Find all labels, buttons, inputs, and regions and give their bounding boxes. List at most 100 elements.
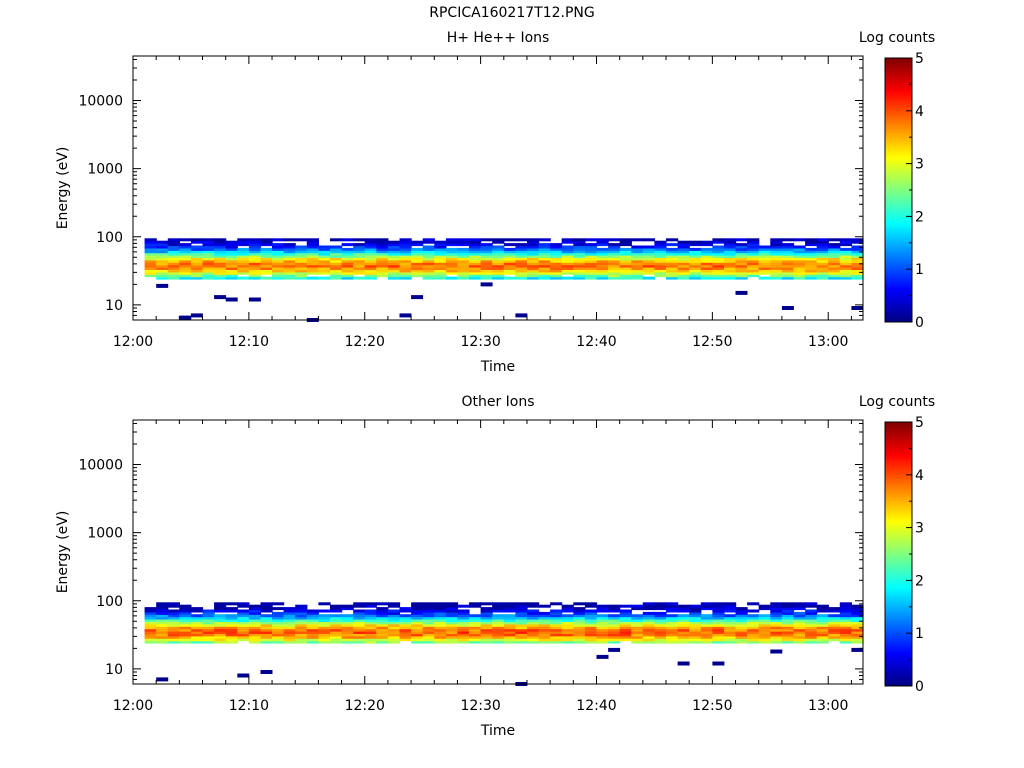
heatmap-cell <box>793 614 806 618</box>
heatmap-cell <box>445 614 459 618</box>
sparse-count-point <box>851 647 864 652</box>
heatmap-cell <box>781 619 795 622</box>
heatmap-cell <box>156 635 169 639</box>
heatmap-cell <box>457 628 470 632</box>
heatmap-cell <box>353 271 366 275</box>
colorbar-segment <box>885 148 912 151</box>
heatmap-cell <box>781 264 795 268</box>
heatmap-cell <box>295 623 308 627</box>
heatmap-cell <box>793 267 806 270</box>
heatmap-cell <box>214 619 227 622</box>
heatmap-cell <box>260 621 273 625</box>
heatmap-cell <box>608 621 621 625</box>
heatmap-cell <box>156 250 169 254</box>
heatmap-cell <box>492 250 505 254</box>
heatmap-cell <box>179 274 192 278</box>
heatmap-cell <box>202 626 215 630</box>
heatmap-cell <box>260 257 273 261</box>
heatmap-cell <box>260 238 273 242</box>
heatmap-cell <box>805 255 818 258</box>
colorbar-segment <box>885 106 912 110</box>
heatmap-cell <box>330 626 343 630</box>
heatmap-cell <box>480 631 493 634</box>
colorbar-segment <box>885 245 912 248</box>
heatmap-cell <box>805 250 818 254</box>
heatmap-cell <box>330 604 343 608</box>
colorbar-segment <box>885 681 912 685</box>
heatmap-cell <box>260 631 273 634</box>
heatmap-cell <box>330 245 343 249</box>
heatmap-cell <box>480 623 493 627</box>
heatmap-cell <box>689 262 702 266</box>
heatmap-cell <box>642 269 655 273</box>
heatmap-cell <box>642 276 655 280</box>
x-axis: 12:00 12:10 12:20 12:30 12:40 12:50 13:00 <box>113 420 852 714</box>
heatmap-cell <box>387 640 401 644</box>
heatmap-cell <box>596 638 609 642</box>
heatmap-cell <box>561 240 574 244</box>
heatmap-cell <box>724 619 737 622</box>
heatmap-cell <box>422 259 435 263</box>
heatmap-cell <box>515 276 528 280</box>
heatmap-cell <box>573 247 586 251</box>
heatmap-cell <box>781 255 795 258</box>
heatmap-cell <box>503 635 516 639</box>
heatmap-cell <box>573 269 586 273</box>
heatmap-cell <box>619 623 632 627</box>
heatmap-cell <box>399 614 412 618</box>
heatmap-cell <box>318 640 331 644</box>
heatmap-cell <box>399 276 412 280</box>
heatmap-cell <box>190 626 204 630</box>
heatmap-cell <box>538 621 551 625</box>
sparse-count-point <box>677 661 690 666</box>
heatmap-cell <box>179 623 192 627</box>
heatmap-cell <box>237 628 250 632</box>
heatmap-cell <box>376 243 389 247</box>
heatmap-cell <box>272 623 285 627</box>
heatmap-cell <box>399 262 412 266</box>
colorbar-segment <box>885 538 912 542</box>
heatmap-cell <box>758 264 771 268</box>
heatmap-cell <box>724 245 737 249</box>
heatmap-cell <box>666 257 679 261</box>
heatmap-cell <box>272 245 285 249</box>
heatmap-cell <box>712 247 725 251</box>
heatmap-cell <box>619 247 632 251</box>
heatmap-cell <box>851 611 864 615</box>
heatmap-cell <box>573 602 586 606</box>
heatmap-cell <box>306 619 319 622</box>
heatmap-cell <box>550 619 563 622</box>
heatmap-cell <box>306 240 319 244</box>
heatmap-cell <box>584 245 598 249</box>
heatmap-cell <box>596 621 609 625</box>
heatmap-cell <box>353 619 366 622</box>
heatmap-cell <box>561 619 574 622</box>
heatmap-cell <box>515 633 528 637</box>
heatmap-cell <box>156 240 169 244</box>
heatmap-cell <box>712 633 725 637</box>
heatmap-cell <box>469 240 482 244</box>
heatmap-cell <box>677 262 690 266</box>
heatmap-cell <box>237 269 250 273</box>
heatmap-cell <box>642 250 655 254</box>
heatmap-cell <box>167 267 180 270</box>
heatmap-cell <box>712 259 725 263</box>
heatmap-cell <box>492 626 505 630</box>
heatmap-cell <box>758 252 771 256</box>
heatmap-cell <box>318 247 331 251</box>
heatmap-cell <box>156 247 169 251</box>
heatmap-cell <box>272 276 285 280</box>
heatmap-cell <box>353 269 366 273</box>
heatmap-cell <box>839 247 852 251</box>
heatmap-cell <box>666 602 679 606</box>
heatmap-cell <box>492 274 505 278</box>
heatmap-cell <box>781 243 795 247</box>
heatmap-cell <box>700 619 713 622</box>
heatmap-cell <box>573 623 586 627</box>
heatmap-cell <box>747 271 760 275</box>
heatmap-cell <box>144 626 157 630</box>
sparse-count-point <box>712 661 725 666</box>
heatmap-cell <box>538 267 551 270</box>
heatmap-cell <box>851 245 864 249</box>
heatmap-cell <box>387 247 401 251</box>
